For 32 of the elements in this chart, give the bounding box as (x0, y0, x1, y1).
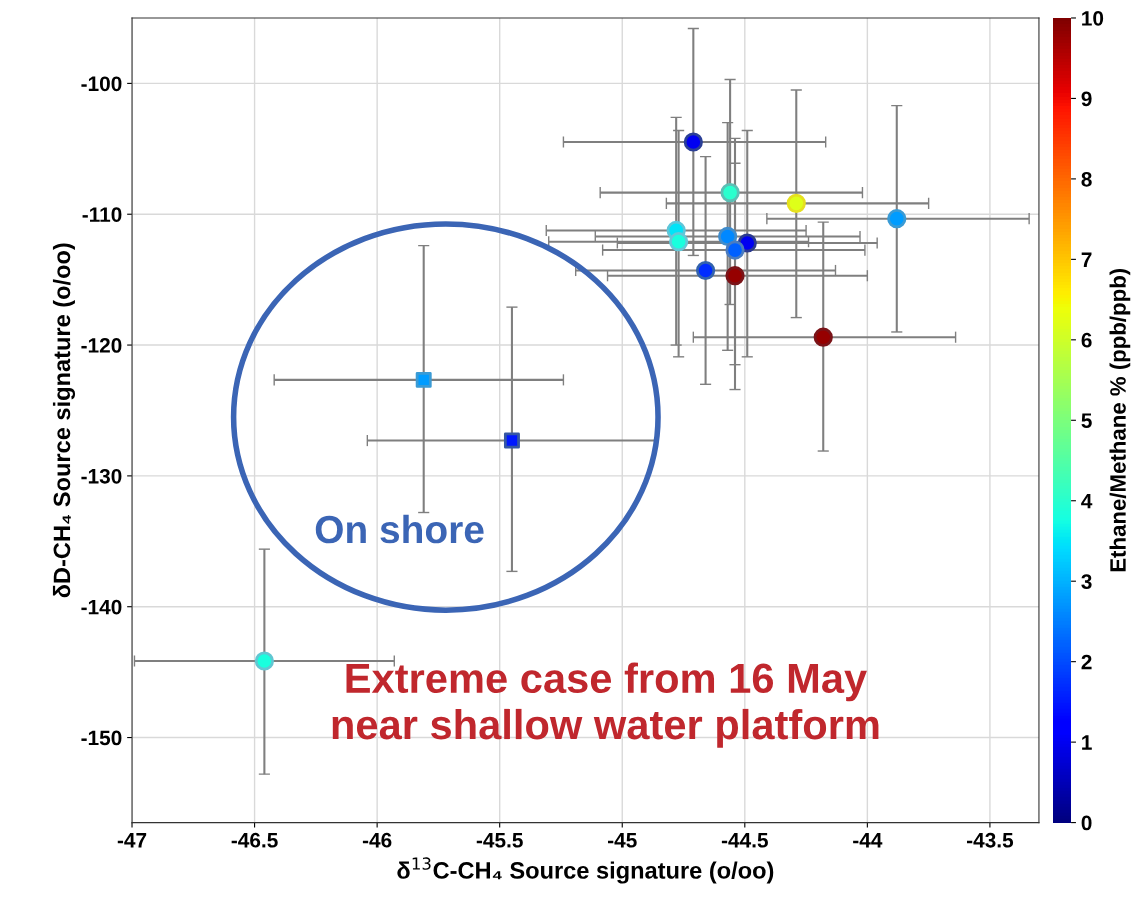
point (415, 371, 432, 388)
y-tick-label: -120 (81, 338, 122, 353)
point (503, 432, 520, 449)
y-tick-label: -140 (81, 599, 122, 615)
x-tick-label: -43.5 (966, 832, 1014, 848)
x-axis-title: δ$^{13}$C-CH₄ Source signature (o/oo) (397, 857, 774, 884)
color-bar-label: 0 (1081, 815, 1092, 831)
x-tick-label: -45 (608, 833, 637, 848)
color-bar-label: 1 (1082, 735, 1092, 750)
annotation: Extreme case from 16 May near shallow water platform (332, 662, 879, 748)
color-bar-label: 9 (1081, 91, 1092, 107)
color-bar-label: 7 (1081, 252, 1092, 267)
annotation: On shore (315, 514, 484, 544)
x-tick-label: -45.5 (476, 833, 523, 848)
y-tick-label: -130 (81, 468, 122, 484)
color-bar-label: 2 (1081, 654, 1092, 670)
color-bar-label: 8 (1081, 171, 1092, 187)
x-tick-label: -44 (853, 833, 883, 848)
color-bar-label: 5 (1081, 413, 1092, 429)
color-bar-title: Ethane/Methane % (ppb/ppb) (1109, 268, 1131, 572)
y-tick-label: -110 (82, 207, 122, 222)
x-tick-label: -44.5 (721, 833, 768, 848)
color-bar-label: 4 (1081, 493, 1093, 509)
color-bar-label: 10 (1082, 10, 1104, 26)
color-bar-label: 3 (1081, 574, 1092, 589)
x-tick-label: -46 (362, 832, 392, 848)
color-bar-label: 6 (1081, 332, 1092, 348)
y-tick-label: -100 (81, 76, 122, 92)
y-tick-label: -150 (81, 730, 122, 746)
y-axis-title: δD-CH₄ Source signature (o/oo) (52, 243, 76, 598)
x-tick-label: -47 (117, 833, 147, 848)
x-tick-label: -46.5 (231, 832, 278, 848)
